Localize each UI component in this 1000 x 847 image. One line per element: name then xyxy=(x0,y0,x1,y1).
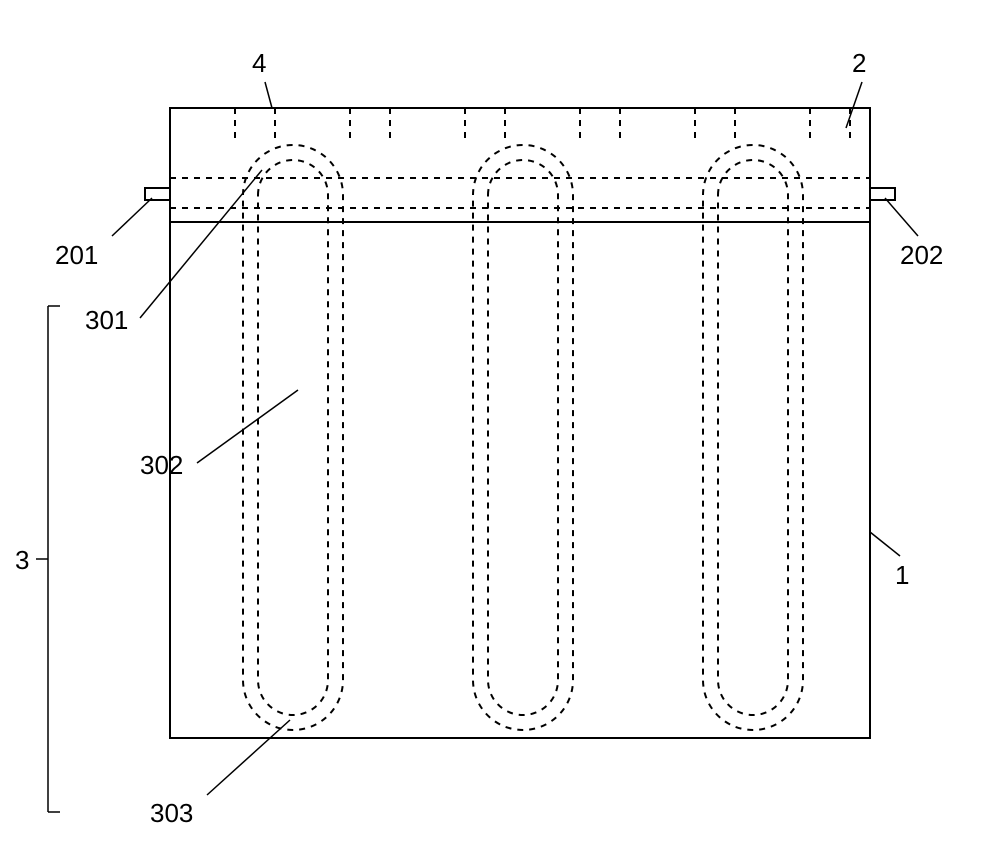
bracket-3 xyxy=(36,306,60,812)
u-loop-2 xyxy=(473,145,573,730)
leader-lines xyxy=(112,82,918,795)
label-301: 301 xyxy=(85,305,128,336)
right-port xyxy=(870,188,895,200)
left-port xyxy=(145,188,170,200)
label-1: 1 xyxy=(895,560,909,591)
top-stubs xyxy=(235,108,850,140)
label-201: 201 xyxy=(55,240,98,271)
label-4: 4 xyxy=(252,48,266,79)
label-202: 202 xyxy=(900,240,943,271)
main-box xyxy=(170,108,870,738)
diagram-svg xyxy=(0,0,1000,847)
label-2: 2 xyxy=(852,48,866,79)
u-loop-1 xyxy=(243,145,343,730)
u-loop-3 xyxy=(703,145,803,730)
label-303: 303 xyxy=(150,798,193,829)
technical-diagram: 4 2 202 201 301 302 1 303 3 xyxy=(0,0,1000,847)
label-3: 3 xyxy=(15,545,29,576)
label-302: 302 xyxy=(140,450,183,481)
